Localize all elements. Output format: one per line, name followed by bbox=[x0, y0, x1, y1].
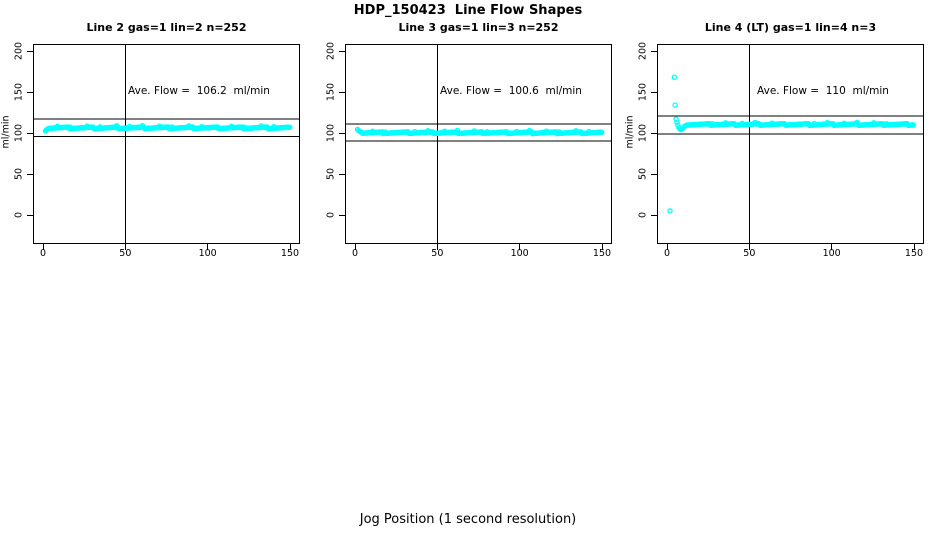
y-tick-label: 200 bbox=[13, 41, 25, 61]
y-tick-mark bbox=[339, 173, 345, 175]
x-tick-mark bbox=[519, 244, 521, 250]
y-tick-label: 50 bbox=[325, 167, 337, 181]
ave-flow-annotation: Ave. Flow = 110 ml/min bbox=[757, 85, 889, 97]
y-tick-mark bbox=[339, 132, 345, 134]
y-tick-label: 100 bbox=[637, 123, 649, 143]
scatter-plot bbox=[657, 44, 924, 244]
ave-flow-annotation: Ave. Flow = 100.6 ml/min bbox=[440, 85, 582, 97]
x-tick-mark bbox=[748, 244, 750, 250]
x-tick-mark bbox=[436, 244, 438, 250]
plot-frame bbox=[33, 44, 300, 244]
x-tick-mark bbox=[289, 244, 291, 250]
y-tick-label: 50 bbox=[13, 167, 25, 181]
x-tick-mark bbox=[124, 244, 126, 250]
y-tick-mark bbox=[27, 50, 33, 52]
y-tick-mark bbox=[339, 214, 345, 216]
flow-data-point bbox=[598, 129, 605, 135]
scatter-plot bbox=[33, 44, 300, 244]
y-tick-label: 150 bbox=[325, 82, 337, 102]
figure-title: HDP_150423 Line Flow Shapes bbox=[353, 3, 583, 18]
flow-data-point bbox=[671, 74, 678, 80]
y-tick-label: 100 bbox=[13, 123, 25, 143]
y-tick-label: 50 bbox=[637, 167, 649, 181]
y-tick-mark bbox=[651, 50, 657, 52]
y-tick-mark bbox=[27, 91, 33, 93]
x-tick-label: 50 bbox=[743, 248, 756, 259]
flow-panel-line2: Line 2 gas=1 lin=2 n=252 Ave. Flow = 106… bbox=[1, 21, 300, 259]
y-tick-label: 150 bbox=[637, 82, 649, 102]
flow-data-point bbox=[674, 119, 680, 126]
x-tick-label: 50 bbox=[119, 248, 132, 259]
x-tick-label: 100 bbox=[510, 248, 529, 259]
flow-data-point bbox=[667, 208, 673, 214]
y-tick-mark bbox=[651, 91, 657, 93]
y-tick-mark bbox=[651, 173, 657, 175]
y-tick-mark bbox=[651, 132, 657, 134]
x-tick-mark bbox=[42, 244, 44, 250]
panel-title: Line 3 gas=1 lin=3 n=252 bbox=[398, 21, 559, 34]
flow-data-point bbox=[910, 122, 916, 128]
y-tick-mark bbox=[651, 214, 657, 216]
y-tick-label: 200 bbox=[637, 41, 649, 61]
y-axis-label-text: ml/min bbox=[0, 115, 12, 149]
x-tick-label: 0 bbox=[39, 248, 47, 259]
x-tick-mark bbox=[207, 244, 209, 250]
x-tick-label: 150 bbox=[592, 248, 612, 259]
x-tick-mark bbox=[831, 244, 833, 250]
y-tick-label: 100 bbox=[325, 123, 337, 143]
x-tick-mark bbox=[601, 244, 603, 250]
y-tick-mark bbox=[339, 50, 345, 52]
x-tick-mark bbox=[666, 244, 668, 250]
x-axis-label: Jog Position (1 second resolution) bbox=[359, 512, 577, 527]
flow-panel-line4: Line 4 (LT) gas=1 lin=4 n=3 Ave. Flow = … bbox=[625, 21, 924, 259]
y-tick-mark bbox=[27, 173, 33, 175]
x-tick-label: 150 bbox=[904, 248, 924, 259]
flow-data-point bbox=[673, 116, 679, 122]
y-tick-mark bbox=[339, 91, 345, 93]
y-tick-label: 0 bbox=[325, 211, 337, 219]
y-tick-label: 200 bbox=[325, 41, 337, 61]
y-axis-label-text: ml/min bbox=[624, 115, 636, 149]
y-tick-label: 0 bbox=[13, 211, 25, 219]
x-tick-mark bbox=[913, 244, 915, 250]
x-tick-label: 50 bbox=[431, 248, 444, 259]
y-tick-label: 0 bbox=[637, 211, 649, 219]
panel-title: Line 2 gas=1 lin=2 n=252 bbox=[86, 21, 247, 34]
y-tick-label: 150 bbox=[13, 82, 25, 102]
y-tick-mark bbox=[27, 132, 33, 134]
x-tick-label: 0 bbox=[351, 248, 359, 259]
flow-data-point bbox=[286, 124, 293, 130]
x-tick-label: 0 bbox=[663, 248, 671, 259]
panel-title: Line 4 (LT) gas=1 lin=4 n=3 bbox=[704, 21, 877, 34]
plot-frame bbox=[345, 44, 612, 244]
flow-data-point bbox=[672, 102, 678, 108]
flow-panel-line3: Line 3 gas=1 lin=3 n=252 Ave. Flow = 100… bbox=[326, 21, 612, 259]
ave-flow-annotation: Ave. Flow = 106.2 ml/min bbox=[128, 85, 270, 97]
x-tick-mark bbox=[354, 244, 356, 250]
plot-frame bbox=[657, 44, 924, 244]
x-tick-label: 100 bbox=[822, 248, 841, 259]
scatter-plot bbox=[345, 44, 612, 244]
x-tick-label: 150 bbox=[280, 248, 300, 259]
y-tick-mark bbox=[27, 214, 33, 216]
x-tick-label: 100 bbox=[198, 248, 217, 259]
